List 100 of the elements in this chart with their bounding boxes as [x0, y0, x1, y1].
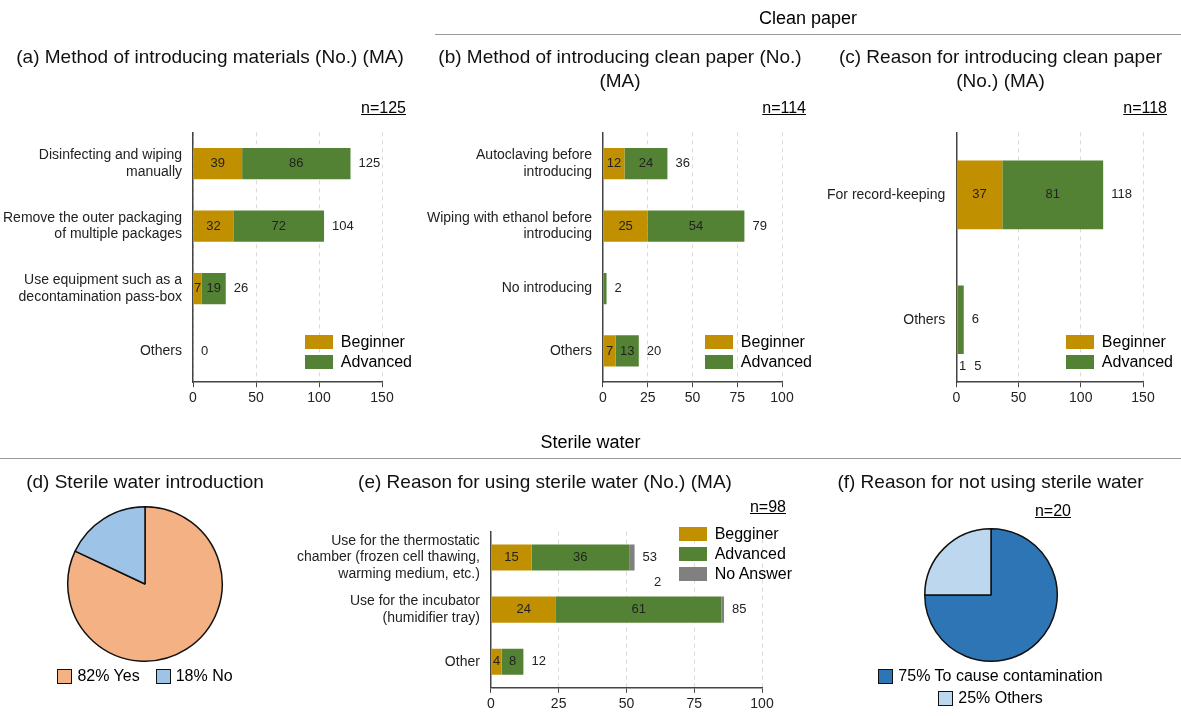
- data-label: 5: [974, 357, 982, 373]
- bar: [193, 210, 234, 242]
- data-label: 4: [492, 653, 501, 669]
- x-tick-label: 25: [550, 695, 567, 712]
- bar: [603, 335, 616, 367]
- x-tick-label: 75: [729, 389, 746, 406]
- x-tick-label: 50: [1010, 389, 1027, 406]
- y-tick-label: No introducing: [501, 279, 592, 296]
- legend-label: Advanced: [740, 352, 812, 372]
- data-label: 8: [508, 653, 517, 669]
- data-label: 2: [653, 574, 662, 590]
- total-label: 104: [332, 217, 354, 233]
- bar: [603, 210, 648, 242]
- data-label: 7: [194, 280, 202, 296]
- x-tick-label: 25: [639, 389, 656, 406]
- data-label: 15: [504, 549, 519, 565]
- bar: [491, 544, 532, 571]
- bar: [531, 544, 630, 571]
- total-label: 85: [732, 601, 747, 617]
- x-tick-label: 100: [750, 695, 774, 712]
- legend-label: Beginner: [740, 332, 805, 352]
- x-tick-label: 50: [684, 389, 701, 406]
- x-tick-label: 150: [1131, 389, 1155, 406]
- data-label: 19: [206, 280, 222, 296]
- x-tick-label: 0: [486, 695, 495, 712]
- legend-label: Advanced: [340, 352, 412, 372]
- data-label: 36: [573, 549, 588, 565]
- y-tick-label: Others: [549, 341, 592, 358]
- data-label: 24: [638, 155, 654, 171]
- y-tick-label: Use equipment such as a decontamination pass-box: [18, 270, 183, 304]
- total-label: 53: [642, 549, 658, 565]
- y-tick-label: Others: [139, 341, 182, 358]
- text: Clean paper: [435, 4, 1181, 35]
- legend-label: 82% Yes: [77, 666, 140, 686]
- total-label: 2: [614, 280, 622, 296]
- legend-label: 75% To cause contamination: [898, 666, 1103, 686]
- x-tick-label: 150: [370, 389, 394, 406]
- y-tick-label: Disinfecting and wiping manually: [38, 146, 182, 179]
- bar: [491, 648, 502, 675]
- y-tick-label: Use for the incubator (humidifier tray): [349, 592, 481, 625]
- total-label: 6: [971, 311, 979, 327]
- data-label: 12: [606, 155, 622, 171]
- x-tick-label: 50: [248, 389, 264, 406]
- chart-subtitle: n=125: [361, 99, 406, 116]
- chart-title: (a) Method of introducing materials (No.) (MA): [15, 45, 405, 69]
- x-tick-label: 0: [952, 389, 961, 406]
- data-label: 13: [619, 342, 635, 358]
- text: Sterile water: [0, 428, 1181, 459]
- total-label: 20: [646, 342, 662, 358]
- bar: [193, 148, 243, 180]
- data-label: 86: [289, 155, 304, 171]
- chart-subtitle: n=98: [749, 498, 786, 515]
- x-tick-label: 0: [189, 389, 198, 406]
- data-label: 39: [210, 155, 226, 171]
- legend-label: 18% No: [175, 666, 233, 686]
- total-label: 36: [675, 155, 690, 171]
- bar: [1002, 160, 1104, 230]
- y-tick-label: Remove the outer packaging of multiple packages: [3, 208, 182, 242]
- chart-title: (f) Reason for not using sterile water: [836, 470, 1145, 494]
- bar: [603, 272, 607, 305]
- y-tick-label: Use for the thermostatic chamber (frozen cell thawing, warming medium, etc.): [296, 531, 480, 582]
- bar: [647, 210, 745, 242]
- y-tick-label: For record-keeping: [826, 185, 946, 202]
- legend-label: 25% Others: [958, 688, 1043, 708]
- total-label: 118: [1111, 186, 1132, 202]
- y-tick-label: Autoclaving before introducing: [476, 146, 593, 179]
- legend-label: Advanced: [714, 544, 786, 564]
- legend-label: Begginer: [714, 524, 779, 544]
- bar: [555, 596, 722, 623]
- y-tick-label: Other: [444, 652, 481, 669]
- bar: [242, 148, 351, 180]
- chart-subtitle: n=20: [1034, 502, 1071, 519]
- chart-title: (b) Method of introducing clean paper (No.) (MA): [437, 45, 803, 93]
- bar: [615, 335, 639, 367]
- legend-label: Advanced: [1101, 352, 1173, 372]
- data-label: 54: [688, 217, 704, 233]
- bar: [624, 148, 668, 180]
- bar: [956, 160, 1003, 230]
- x-tick-label: 0: [599, 389, 608, 406]
- data-label: 81: [1045, 186, 1060, 202]
- total-label: 26: [233, 280, 249, 296]
- data-label: 32: [206, 217, 221, 233]
- total-label: 12: [531, 653, 546, 669]
- x-tick-label: 100: [1069, 389, 1093, 406]
- bar: [629, 544, 635, 571]
- bar: [491, 596, 556, 623]
- bar: [957, 285, 964, 355]
- x-tick-label: 75: [686, 695, 703, 712]
- x-tick-label: 50: [618, 695, 635, 712]
- data-label: 25: [618, 217, 633, 233]
- x-tick-label: 100: [307, 389, 331, 406]
- total-label: 0: [201, 342, 209, 358]
- chart-title: (c) Reason for introducing clean paper (No.) (MA): [837, 45, 1164, 93]
- legend-label: Beginner: [340, 332, 405, 352]
- data-label: 24: [516, 601, 531, 617]
- chart-title: (d) Sterile water introduction: [25, 470, 265, 494]
- y-tick-label: Others: [903, 310, 946, 327]
- chart-subtitle: n=118: [1123, 99, 1167, 116]
- x-tick-label: 100: [770, 389, 794, 406]
- total-label: 125: [358, 155, 381, 171]
